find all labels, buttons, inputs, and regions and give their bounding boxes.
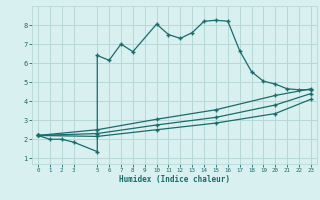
X-axis label: Humidex (Indice chaleur): Humidex (Indice chaleur) (119, 175, 230, 184)
